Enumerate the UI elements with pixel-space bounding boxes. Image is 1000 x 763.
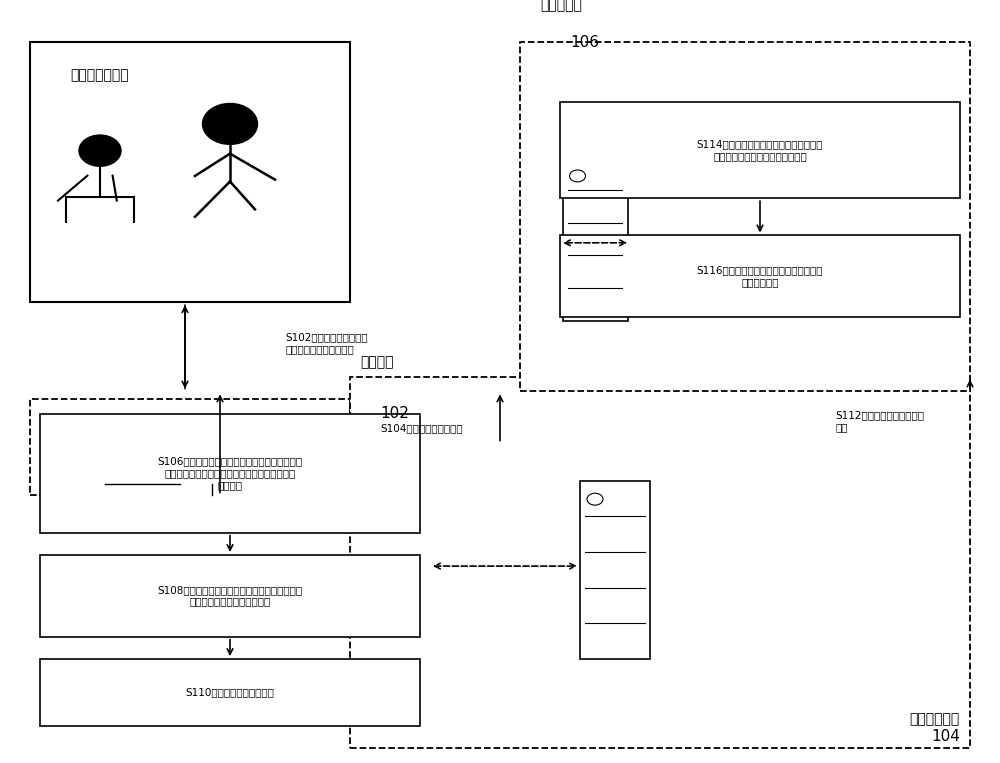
Circle shape [202, 104, 258, 144]
FancyBboxPatch shape [40, 659, 420, 726]
Text: S116，基于参考用户账号的账号信息处理
目标游戏任务: S116，基于参考用户账号的账号信息处理 目标游戏任务 [697, 266, 823, 287]
FancyBboxPatch shape [350, 377, 970, 749]
FancyBboxPatch shape [55, 436, 95, 485]
FancyBboxPatch shape [40, 414, 420, 533]
FancyBboxPatch shape [562, 157, 628, 320]
Text: S114，根据请求数据包确定出与标用户账
号关联的参考用户账号的账号信息: S114，根据请求数据包确定出与标用户账 号关联的参考用户账号的账号信息 [697, 139, 823, 161]
FancyBboxPatch shape [115, 451, 170, 485]
Text: 局域网游戏应用: 局域网游戏应用 [70, 68, 129, 82]
Text: 中转服务器: 中转服务器 [540, 0, 582, 12]
Text: 云游戏服务器: 云游戏服务器 [910, 712, 960, 726]
Text: 106: 106 [570, 35, 599, 50]
Text: S108，通过游戏沙盒将与任务处理请求对应的请
求数据包转发给目标虚拟网卡: S108，通过游戏沙盒将与任务处理请求对应的请 求数据包转发给目标虚拟网卡 [157, 585, 303, 607]
Text: S110，添加协议信息并封装: S110，添加协议信息并封装 [186, 687, 274, 697]
Text: 102: 102 [380, 407, 409, 421]
Text: S112，发送封装后的请求数
据包: S112，发送封装后的请求数 据包 [835, 410, 924, 432]
FancyBboxPatch shape [560, 101, 960, 198]
FancyBboxPatch shape [188, 443, 236, 485]
Text: 目标终端: 目标终端 [360, 355, 394, 369]
Text: S104，发送任务处理请求: S104，发送任务处理请求 [380, 423, 463, 433]
FancyBboxPatch shape [560, 235, 960, 317]
Text: S102，获取局域网游戏应
用中触发的任务处理请求: S102，获取局域网游戏应 用中触发的任务处理请求 [285, 333, 368, 354]
FancyBboxPatch shape [30, 42, 350, 302]
FancyBboxPatch shape [40, 555, 420, 636]
FancyBboxPatch shape [520, 42, 970, 391]
FancyBboxPatch shape [580, 481, 650, 659]
FancyBboxPatch shape [30, 399, 350, 495]
Text: S106，响应任务处理请求，确定出与局域网游戏
应用匹配的游戏沙盒，及与游戏沙盒匹配的目标
虚拟网卡: S106，响应任务处理请求，确定出与局域网游戏 应用匹配的游戏沙盒，及与游戏沙盒… [157, 456, 303, 490]
Circle shape [79, 135, 121, 166]
Text: 104: 104 [931, 729, 960, 745]
